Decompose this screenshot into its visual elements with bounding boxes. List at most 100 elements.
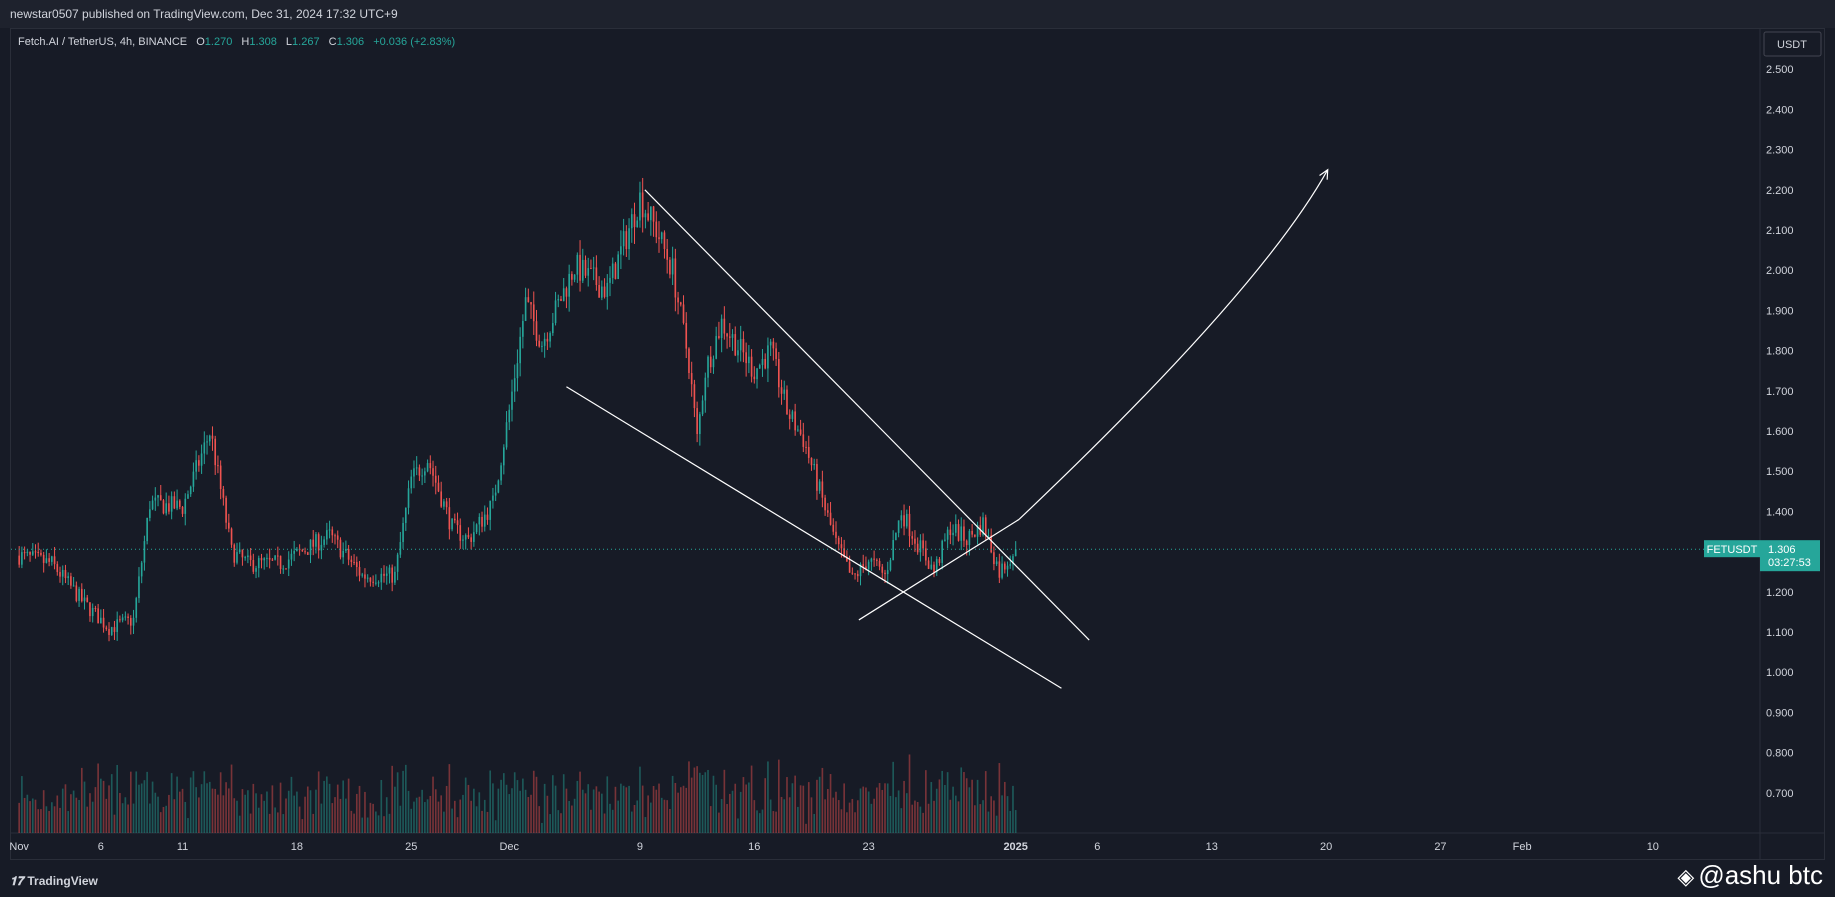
candle-body bbox=[908, 513, 911, 537]
candle-body bbox=[835, 531, 837, 538]
volume-bar bbox=[908, 754, 911, 833]
x-tick-label: 16 bbox=[748, 841, 760, 853]
volume-bar bbox=[277, 812, 279, 833]
candle-body bbox=[402, 522, 404, 543]
volume-bar bbox=[886, 783, 889, 833]
candle-body bbox=[715, 336, 718, 359]
candle-body bbox=[241, 549, 244, 558]
volume-bar bbox=[690, 777, 693, 833]
volume-bar bbox=[350, 810, 353, 833]
high-value: 1.308 bbox=[249, 36, 277, 48]
volume-bar bbox=[745, 784, 747, 833]
candle-body bbox=[178, 500, 181, 507]
candle-body bbox=[206, 441, 208, 443]
candle-body bbox=[1014, 549, 1017, 557]
candle-body bbox=[162, 500, 165, 514]
volume-bar bbox=[467, 784, 470, 833]
candle-body bbox=[252, 560, 255, 572]
candle-body bbox=[696, 408, 698, 434]
last-price-countdown: 03:27:53 bbox=[1768, 557, 1811, 569]
symbol-price-tag bbox=[1704, 540, 1760, 558]
tradingview-logo[interactable]: 𝟏𝟕 TradingView bbox=[10, 866, 98, 897]
candle-body bbox=[957, 524, 960, 541]
volume-bar bbox=[818, 776, 821, 833]
volume-bar bbox=[644, 817, 647, 833]
candle-body bbox=[489, 500, 492, 520]
volume-bar bbox=[40, 809, 42, 833]
volume-bar bbox=[1001, 795, 1003, 833]
volume-bar bbox=[663, 799, 666, 833]
volume-bar bbox=[331, 803, 334, 833]
candle-body bbox=[775, 348, 777, 359]
volume-bar bbox=[723, 769, 726, 833]
candle-body bbox=[236, 552, 238, 563]
volume-bar bbox=[903, 780, 905, 833]
candle-body bbox=[48, 558, 50, 562]
candle-body bbox=[238, 549, 241, 553]
volume-bar bbox=[187, 818, 189, 833]
volume-bar bbox=[840, 809, 843, 833]
volume-bar bbox=[788, 797, 791, 833]
volume-bar bbox=[456, 817, 459, 833]
candle-body bbox=[146, 517, 148, 542]
candle-body bbox=[129, 618, 132, 626]
volume-bar bbox=[647, 795, 649, 833]
volume-bar bbox=[168, 794, 170, 833]
volume-bar bbox=[884, 783, 886, 833]
volume-bar bbox=[685, 787, 688, 833]
candle-body bbox=[862, 564, 865, 567]
volume-bar bbox=[83, 781, 86, 833]
volume-bar bbox=[925, 770, 927, 833]
candle-body bbox=[383, 573, 385, 576]
volume-bar bbox=[451, 808, 453, 833]
candle-body bbox=[157, 495, 159, 498]
volume-bar bbox=[573, 798, 576, 833]
volume-bar bbox=[848, 802, 851, 833]
candle-body bbox=[132, 617, 135, 626]
y-tick-label: 1.400 bbox=[1766, 506, 1794, 518]
close-label: C bbox=[328, 36, 337, 48]
volume-bar bbox=[61, 788, 64, 833]
candle-body bbox=[486, 514, 489, 520]
candle-body bbox=[366, 577, 369, 579]
volume-bar bbox=[876, 787, 878, 833]
volume-bar bbox=[29, 801, 31, 833]
volume-bar bbox=[1006, 796, 1009, 833]
candle-body bbox=[818, 481, 821, 491]
volume-bar bbox=[595, 786, 598, 833]
volume-bar bbox=[492, 783, 494, 833]
volume-bar bbox=[361, 817, 364, 833]
volume-bar bbox=[767, 761, 769, 833]
candle-body bbox=[23, 552, 26, 554]
candle-body bbox=[557, 298, 560, 301]
volume-bar bbox=[70, 794, 72, 833]
volume-bar bbox=[497, 788, 500, 833]
volume-bar bbox=[181, 788, 184, 833]
volume-bar bbox=[53, 806, 56, 833]
y-tick-label: 2.200 bbox=[1766, 185, 1794, 197]
volume-bar bbox=[669, 809, 671, 833]
volume-bar bbox=[89, 793, 91, 833]
candle-body bbox=[187, 494, 189, 499]
volume-bar bbox=[720, 799, 723, 833]
candle-body bbox=[824, 497, 826, 511]
last-price-badge bbox=[1760, 540, 1820, 572]
volume-bar bbox=[274, 807, 276, 833]
high-label: H bbox=[241, 36, 250, 48]
candle-body bbox=[1012, 556, 1014, 565]
candle-body bbox=[424, 471, 426, 476]
candle-body bbox=[884, 572, 886, 575]
volume-bar bbox=[764, 778, 767, 833]
projection-arrowhead bbox=[1319, 168, 1329, 180]
candle-body bbox=[110, 627, 113, 635]
candle-body bbox=[339, 539, 342, 558]
candle-body bbox=[922, 540, 924, 549]
candle-body bbox=[257, 558, 260, 569]
volume-bar bbox=[339, 798, 342, 833]
candle-body bbox=[611, 263, 614, 278]
volume-bar bbox=[23, 797, 26, 833]
candle-body bbox=[911, 536, 914, 539]
volume-bar bbox=[45, 806, 48, 833]
volume-bar bbox=[110, 774, 113, 833]
